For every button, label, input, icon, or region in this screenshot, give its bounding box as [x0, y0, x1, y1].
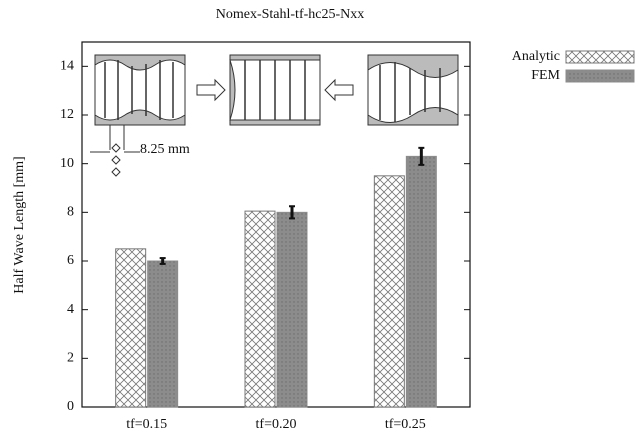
bar	[276, 211, 308, 408]
y-tick-label: 10	[60, 156, 74, 171]
annotation: 8.25 mm	[140, 142, 190, 157]
y-tick-label: 14	[60, 59, 74, 74]
legend-label: FEM	[531, 68, 560, 83]
y-axis-label: Half Wave Length [mm]	[12, 156, 27, 293]
chart-title: Nomex-Stahl-tf-hc25-Nxx	[216, 7, 365, 22]
x-tick-label: tf=0.20	[256, 417, 297, 432]
y-tick-label: 8	[67, 205, 74, 220]
legend-swatch	[565, 69, 635, 83]
y-tick-label: 6	[67, 253, 74, 268]
bar	[405, 155, 437, 408]
y-tick-label: 12	[60, 107, 74, 122]
y-tick-label: 2	[67, 351, 74, 366]
bar	[115, 248, 147, 408]
x-tick-label: tf=0.25	[385, 417, 426, 432]
legend-swatch	[565, 50, 635, 64]
bar	[373, 175, 405, 408]
plot-frame	[81, 41, 471, 408]
bar	[244, 210, 276, 408]
y-tick-label: 0	[67, 399, 74, 414]
x-tick-label: tf=0.15	[126, 417, 167, 432]
legend-label: Analytic	[512, 49, 560, 64]
y-tick-label: 4	[67, 302, 74, 317]
inset-illustrations	[90, 54, 459, 177]
bar	[147, 260, 179, 408]
